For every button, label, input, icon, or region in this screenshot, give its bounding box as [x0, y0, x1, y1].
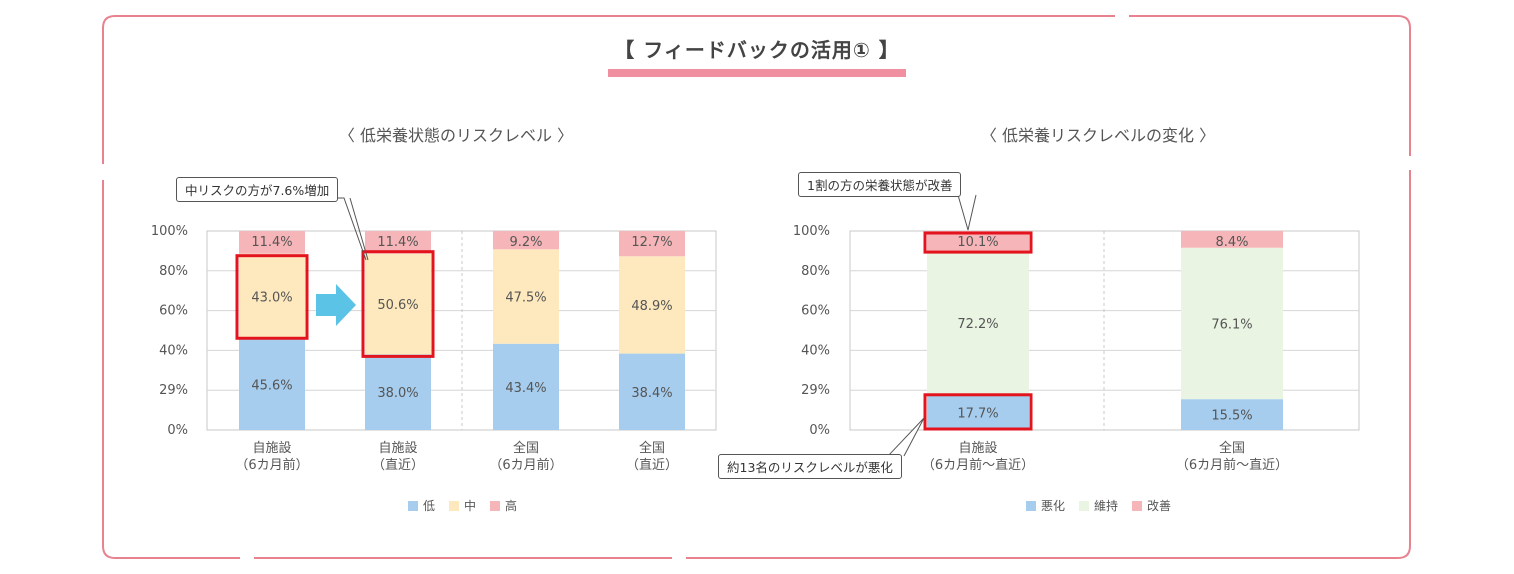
- y-tick-label-1: 29%: [801, 383, 830, 398]
- bar-segment-0-1-0: [365, 354, 431, 430]
- bar-segment-0-3-0: [619, 353, 685, 430]
- bar-segment-1-1-0: [1181, 399, 1283, 430]
- highlight-box-0: [235, 254, 309, 340]
- highlight-box-1: [923, 393, 1033, 431]
- legend-label-improve: 改善: [1147, 499, 1172, 513]
- data-label-0: 48.9%: [631, 299, 672, 314]
- bar-segment-1-0-1: [927, 251, 1029, 395]
- data-label-0: 43.4%: [505, 381, 546, 396]
- y-tick-label-0: 40%: [159, 343, 188, 358]
- legend-swatch-high: [490, 500, 501, 511]
- data-label-0: 38.0%: [377, 386, 418, 401]
- data-label-1: 15.5%: [1211, 409, 1252, 424]
- bar-segment-0-2-2: [493, 231, 559, 250]
- y-tick-label-0: 60%: [159, 304, 188, 319]
- y-tick-label-1: 100%: [793, 224, 830, 239]
- data-label-0: 11.4%: [251, 235, 292, 250]
- legend-label-mid: 中: [464, 499, 477, 513]
- y-tick-label-0: 80%: [159, 264, 188, 279]
- right-callout-top-pointer: [957, 194, 977, 231]
- bar-segment-0-0-2: [239, 231, 305, 254]
- bar-segment-0-3-2: [619, 231, 685, 257]
- bar-segment-0-2-0: [493, 343, 559, 430]
- x-tick-label-0: 自施設: [378, 440, 417, 456]
- bar-segment-1-0-2: [927, 231, 1029, 252]
- bar-segment-0-0-1: [239, 253, 305, 340]
- legend-swatch-worse: [1026, 500, 1036, 511]
- bar-segment-1-1-2: [1181, 231, 1283, 248]
- y-tick-label-0: 0%: [167, 423, 188, 438]
- data-label-0: 45.6%: [251, 379, 292, 394]
- y-tick-label-1: 80%: [801, 264, 830, 279]
- main-title: 【 フィードバックの活用① 】: [608, 34, 906, 77]
- bar-segment-0-2-1: [493, 249, 559, 344]
- x-tick-sublabel-0: （直近）: [626, 458, 678, 473]
- data-label-0: 50.6%: [377, 298, 418, 313]
- left-legend: 低 中 高: [408, 497, 517, 514]
- legend-swatch-maintain: [1079, 500, 1090, 511]
- bar-segment-1-0-0: [927, 394, 1029, 430]
- data-label-1: 17.7%: [957, 406, 998, 421]
- data-label-0: 11.4%: [377, 235, 418, 250]
- bar-segment-0-1-1: [365, 253, 431, 355]
- legend-item-maintain: 維持: [1079, 497, 1118, 514]
- x-tick-sublabel-0: （6カ月前）: [489, 457, 562, 473]
- bar-segment-0-0-0: [239, 339, 305, 430]
- legend-item-improve: 改善: [1132, 497, 1171, 514]
- data-label-0: 12.7%: [631, 235, 672, 250]
- data-label-1: 10.1%: [957, 235, 998, 250]
- bar-segment-0-3-1: [619, 256, 685, 354]
- right-legend: 悪化 維持 改善: [1026, 497, 1171, 514]
- left-chart-title: 〈 低栄養状態のリスクレベル 〉: [338, 126, 574, 145]
- legend-label-worse: 悪化: [1041, 499, 1066, 513]
- legend-label-high: 高: [505, 499, 518, 513]
- title-wrapper: 【 フィードバックの活用① 】: [0, 34, 1514, 77]
- x-tick-label-0: 全国: [513, 440, 539, 456]
- x-tick-sublabel-1: （6カ月前〜直近）: [1176, 457, 1288, 473]
- x-tick-label-0: 自施設: [252, 440, 291, 456]
- x-tick-label-1: 自施設: [958, 440, 997, 456]
- right-arrow-icon: [316, 284, 356, 326]
- y-tick-label-1: 0%: [809, 423, 830, 438]
- x-tick-label-1: 全国: [1219, 440, 1245, 456]
- legend-swatch-mid: [449, 500, 460, 511]
- highlight-box-1: [923, 231, 1033, 254]
- left-callout: 中リスクの方が7.6%増加: [176, 177, 339, 202]
- y-tick-label-0: 29%: [159, 383, 188, 398]
- data-label-1: 76.1%: [1211, 317, 1252, 332]
- legend-item-worse: 悪化: [1026, 497, 1065, 514]
- legend-item-low: 低: [408, 497, 435, 514]
- data-label-0: 47.5%: [505, 291, 546, 306]
- legend-label-low: 低: [423, 499, 436, 513]
- x-tick-sublabel-1: （6カ月前〜直近）: [922, 457, 1034, 473]
- bar-segment-1-1-1: [1181, 247, 1283, 400]
- data-label-0: 9.2%: [509, 235, 542, 250]
- legend-item-mid: 中: [449, 497, 476, 514]
- right-callout-bottom: 約13名のリスクレベルが悪化: [718, 454, 902, 479]
- data-label-0: 43.0%: [251, 290, 292, 305]
- bar-segment-0-1-2: [365, 231, 431, 254]
- highlight-box-0: [361, 250, 435, 358]
- right-chart-title: 〈 低栄養リスクレベルの変化 〉: [980, 126, 1216, 145]
- legend-swatch-improve: [1132, 500, 1143, 511]
- data-label-1: 8.4%: [1215, 235, 1248, 250]
- right-callout-bottom-pointer: [887, 417, 925, 457]
- legend-item-high: 高: [490, 497, 517, 514]
- x-tick-label-0: 全国: [639, 440, 665, 456]
- data-label-1: 72.2%: [957, 317, 998, 332]
- y-tick-label-1: 60%: [801, 304, 830, 319]
- legend-label-maintain: 維持: [1094, 499, 1119, 513]
- right-callout-top: 1割の方の栄養状態が改善: [798, 172, 962, 197]
- x-tick-sublabel-0: （6カ月前）: [235, 457, 308, 473]
- y-tick-label-0: 100%: [151, 224, 188, 239]
- legend-swatch-low: [408, 500, 418, 511]
- left-callout-pointer-2: [349, 197, 369, 261]
- x-tick-sublabel-0: （直近）: [372, 458, 424, 473]
- data-label-0: 38.4%: [631, 386, 672, 401]
- y-tick-label-1: 40%: [801, 343, 830, 358]
